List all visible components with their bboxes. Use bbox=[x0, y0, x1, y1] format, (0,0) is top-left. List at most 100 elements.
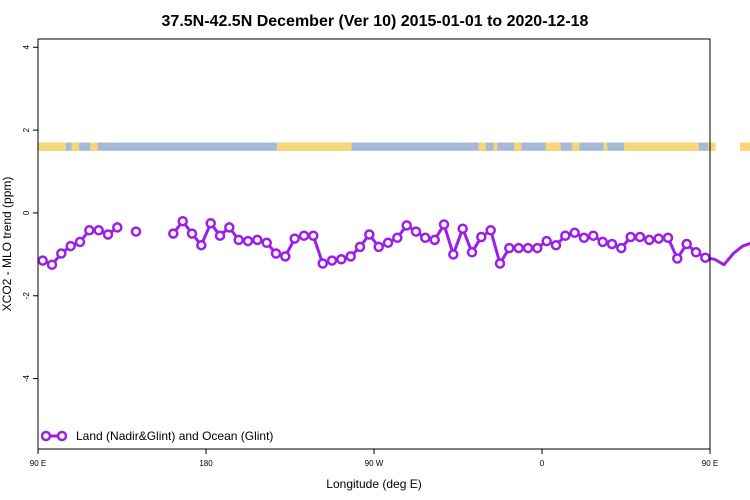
legend-label: Land (Nadir&Glint) and Ocean (Glint) bbox=[76, 429, 273, 443]
legend-marker bbox=[40, 430, 52, 442]
data-point bbox=[597, 236, 608, 248]
data-point bbox=[550, 239, 562, 251]
y-tick-label: -2 bbox=[22, 292, 31, 300]
data-point bbox=[410, 226, 422, 237]
y-tick-label: -4 bbox=[22, 374, 31, 382]
data-point bbox=[233, 234, 244, 246]
data-point bbox=[74, 236, 86, 248]
land-ocean-strip bbox=[38, 142, 750, 151]
land-band bbox=[545, 142, 561, 151]
data-point bbox=[298, 230, 310, 241]
land-band bbox=[276, 142, 352, 151]
data-point bbox=[448, 249, 459, 260]
data-point bbox=[653, 233, 664, 244]
chart-title: 37.5N-42.5N December (Ver 10) 2015-01-01… bbox=[162, 13, 589, 30]
land-band bbox=[478, 142, 486, 151]
x-axis: 90 E 180 90 W 0 90 E bbox=[30, 449, 718, 468]
legend-marker bbox=[56, 430, 68, 442]
land-band bbox=[624, 142, 699, 151]
data-point bbox=[130, 226, 142, 237]
data-point bbox=[270, 248, 282, 259]
legend: Land (Nadir&Glint) and Ocean (Glint) bbox=[40, 429, 273, 443]
data-point bbox=[569, 227, 580, 239]
data-point bbox=[644, 234, 655, 246]
x-tick-label: 90 E bbox=[30, 459, 46, 468]
data-point bbox=[252, 234, 263, 246]
data-point bbox=[485, 225, 496, 236]
data-point bbox=[466, 247, 478, 258]
data-point bbox=[522, 242, 534, 254]
data-point bbox=[672, 253, 683, 264]
land-band bbox=[71, 142, 80, 151]
x-axis-label: Longitude (deg E) bbox=[326, 477, 421, 491]
data-point bbox=[84, 225, 95, 236]
data-point bbox=[102, 229, 114, 240]
data-point bbox=[317, 258, 328, 269]
data-point bbox=[205, 218, 216, 229]
data-point bbox=[662, 232, 674, 244]
data-point bbox=[588, 230, 599, 241]
data-point bbox=[606, 238, 618, 250]
data-point bbox=[690, 247, 702, 258]
x-tick-label: 90 W bbox=[365, 459, 384, 468]
data-point bbox=[214, 230, 226, 241]
data-point bbox=[345, 251, 356, 262]
data-point bbox=[289, 233, 300, 244]
x-tick-label: 180 bbox=[199, 459, 213, 468]
data-point bbox=[186, 228, 198, 239]
land-band bbox=[514, 142, 522, 151]
data-point bbox=[476, 231, 487, 243]
data-point bbox=[560, 230, 571, 241]
data-point bbox=[242, 235, 254, 247]
data-point bbox=[354, 241, 366, 253]
data-point bbox=[392, 232, 403, 244]
data-point bbox=[177, 215, 188, 227]
data-point bbox=[532, 242, 543, 254]
y-axis-label: XCO2 - MLO trend (ppm) bbox=[0, 177, 14, 312]
data-point bbox=[513, 242, 524, 254]
land-band bbox=[571, 142, 580, 151]
data-point bbox=[373, 241, 384, 253]
data-point bbox=[168, 228, 179, 239]
data-point bbox=[700, 252, 711, 263]
land-band bbox=[90, 142, 98, 151]
land-band bbox=[38, 142, 66, 151]
data-point bbox=[541, 235, 552, 247]
ocean-band bbox=[38, 142, 710, 151]
data-point bbox=[625, 231, 636, 243]
data-point bbox=[65, 240, 76, 252]
y-axis: 4 2 0 -2 -4 bbox=[22, 45, 38, 382]
data-point bbox=[336, 254, 347, 265]
land-band bbox=[739, 142, 750, 151]
data-point bbox=[261, 237, 272, 249]
x-tick-label: 0 bbox=[540, 459, 545, 468]
data-point bbox=[494, 258, 506, 269]
data-point bbox=[616, 242, 627, 254]
x-tick-label: 90 E bbox=[702, 459, 718, 468]
data-point bbox=[93, 225, 104, 236]
data-point bbox=[308, 230, 319, 241]
data-point bbox=[326, 255, 338, 266]
y-tick-label: 2 bbox=[22, 127, 31, 132]
data-point bbox=[46, 259, 58, 270]
data-point bbox=[401, 220, 412, 231]
land-band bbox=[603, 142, 608, 151]
data-point bbox=[578, 232, 590, 244]
data-point bbox=[634, 231, 646, 243]
y-tick-label: 4 bbox=[22, 45, 31, 50]
series-group bbox=[37, 215, 750, 270]
data-point bbox=[112, 222, 123, 233]
data-point bbox=[224, 222, 235, 233]
data-point bbox=[420, 232, 431, 244]
data-point bbox=[56, 248, 67, 259]
data-point bbox=[364, 229, 375, 240]
data-point bbox=[504, 242, 515, 254]
data-point bbox=[681, 238, 692, 250]
land-band bbox=[708, 142, 716, 151]
land-band bbox=[493, 142, 498, 151]
data-point bbox=[37, 255, 48, 266]
data-point bbox=[429, 234, 440, 246]
data-point bbox=[280, 251, 291, 262]
data-point bbox=[382, 237, 394, 249]
data-point bbox=[438, 219, 450, 230]
